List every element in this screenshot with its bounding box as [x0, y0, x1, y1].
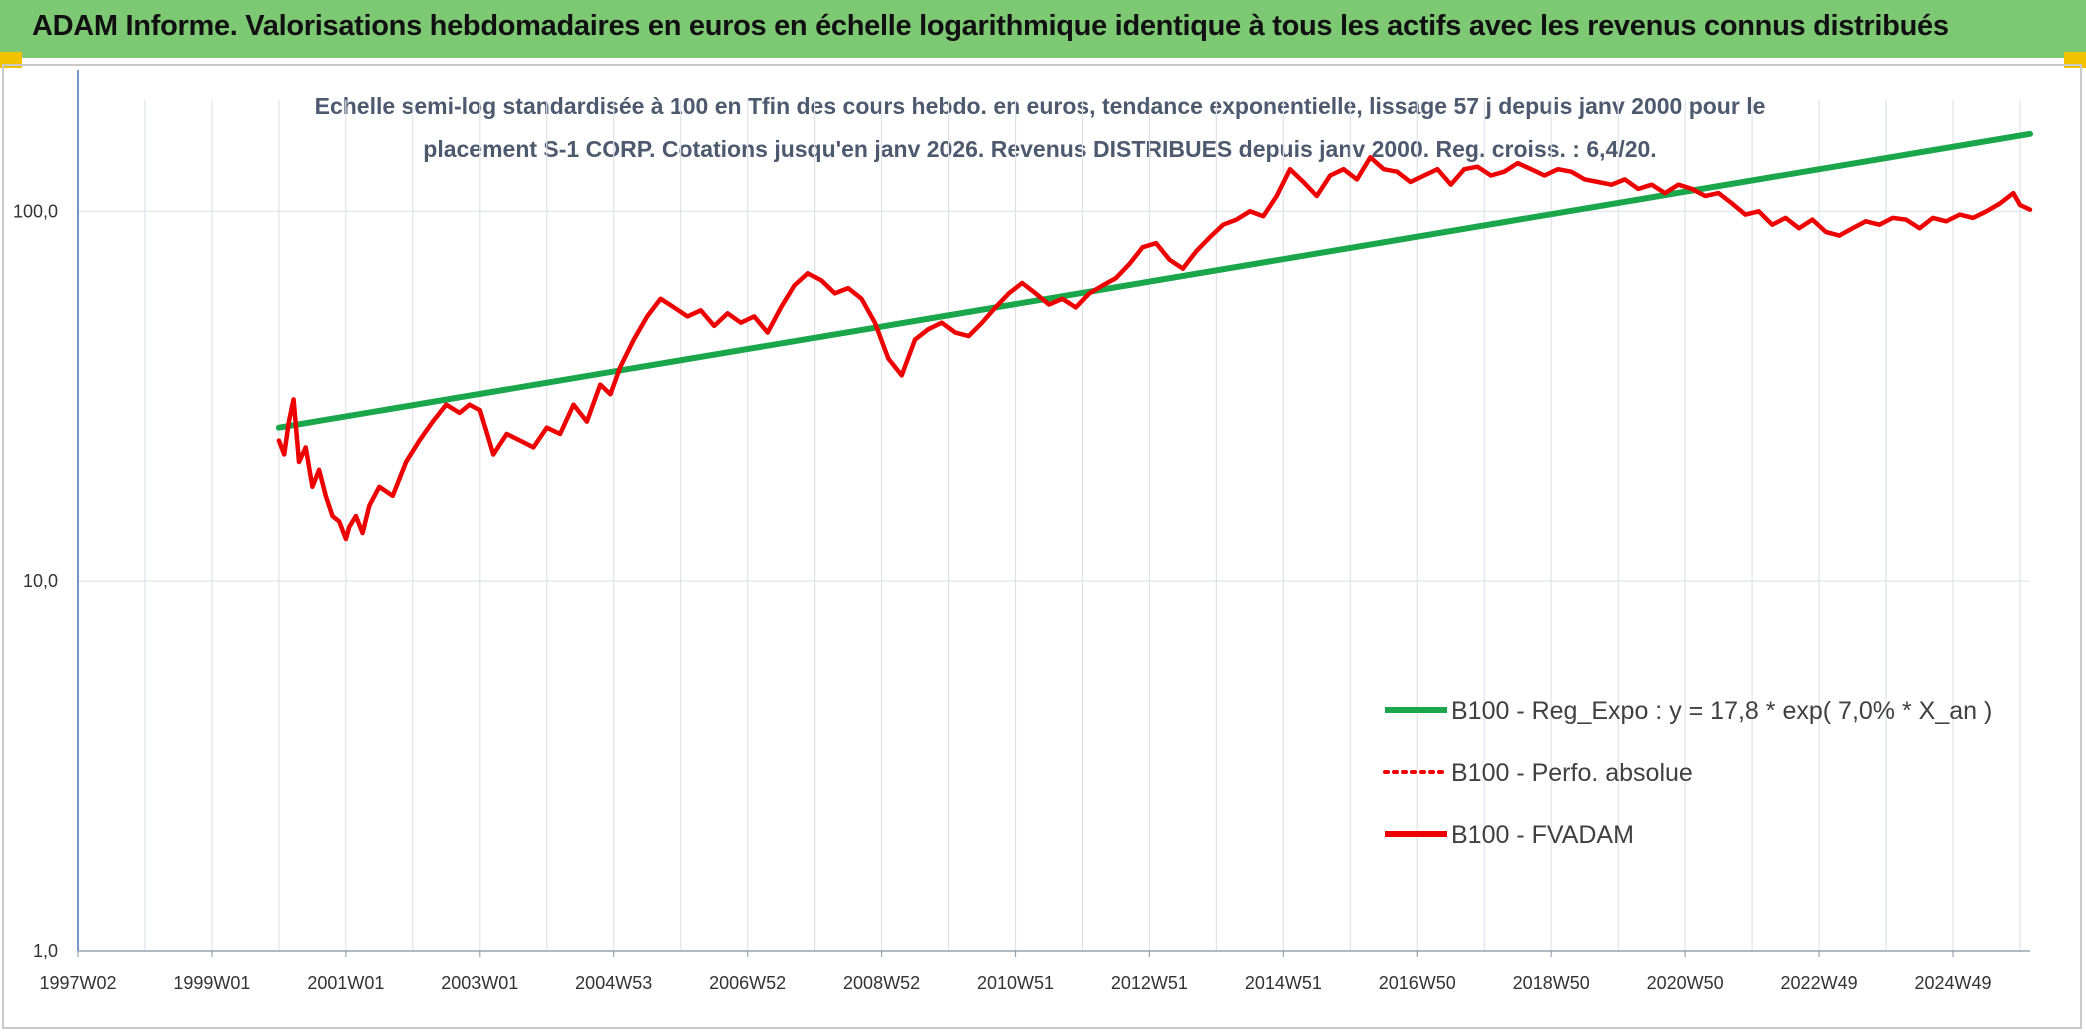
x-tick-label: 2018W50 [1513, 973, 1590, 993]
legend-label: B100 - FVADAM [1451, 821, 1634, 849]
x-tick-label: 1999W01 [173, 973, 250, 993]
x-tick-label: 2024W49 [1914, 973, 1991, 993]
x-tick-label: 2022W49 [1781, 973, 1858, 993]
x-tick-label: 2003W01 [441, 973, 518, 993]
legend-label: B100 - Reg_Expo : y = 17,8 * exp( 7,0% *… [1451, 697, 1992, 725]
fvadam-line [276, 155, 2033, 542]
y-tick-label: 100,0 [13, 201, 58, 221]
grid [78, 100, 2030, 952]
x-tick-label: 2001W01 [307, 973, 384, 993]
x-tick-label: 2014W51 [1245, 973, 1322, 993]
regression-line [275, 130, 2033, 431]
x-tick-label: 2016W50 [1379, 973, 1456, 993]
x-tick-label: 2006W52 [709, 973, 786, 993]
chart-title-line2: placement S-1 CORP. Cotations jusqu'en j… [423, 136, 1656, 162]
x-tick-label: 2004W53 [575, 973, 652, 993]
chart-title-line1: Echelle semi-log standardisée à 100 en T… [315, 93, 1766, 119]
x-tick-label: 2012W51 [1111, 973, 1188, 993]
axes: 1,0 10,0 100,0 1997W02 1999W01 2001W01 2003W01… [13, 70, 2030, 993]
report-title: ADAM Informe. Valorisations hebdomadaire… [32, 10, 1949, 42]
y-tick-label: 10,0 [23, 571, 58, 591]
legend: B100 - Reg_Expo : y = 17,8 * exp( 7,0% *… [1383, 697, 1992, 849]
x-tick-label: 1997W02 [39, 973, 116, 993]
title-banner: ADAM Informe. Valorisations hebdomadaire… [0, 0, 2086, 58]
x-tick-label: 2010W51 [977, 973, 1054, 993]
legend-label: B100 - Perfo. absolue [1451, 759, 1693, 787]
chart-frame [2, 64, 2082, 1029]
x-tick-label: 2008W52 [843, 973, 920, 993]
x-tick-label: 2020W50 [1647, 973, 1724, 993]
series-group [275, 130, 2033, 542]
y-tick-label: 1,0 [33, 941, 58, 961]
